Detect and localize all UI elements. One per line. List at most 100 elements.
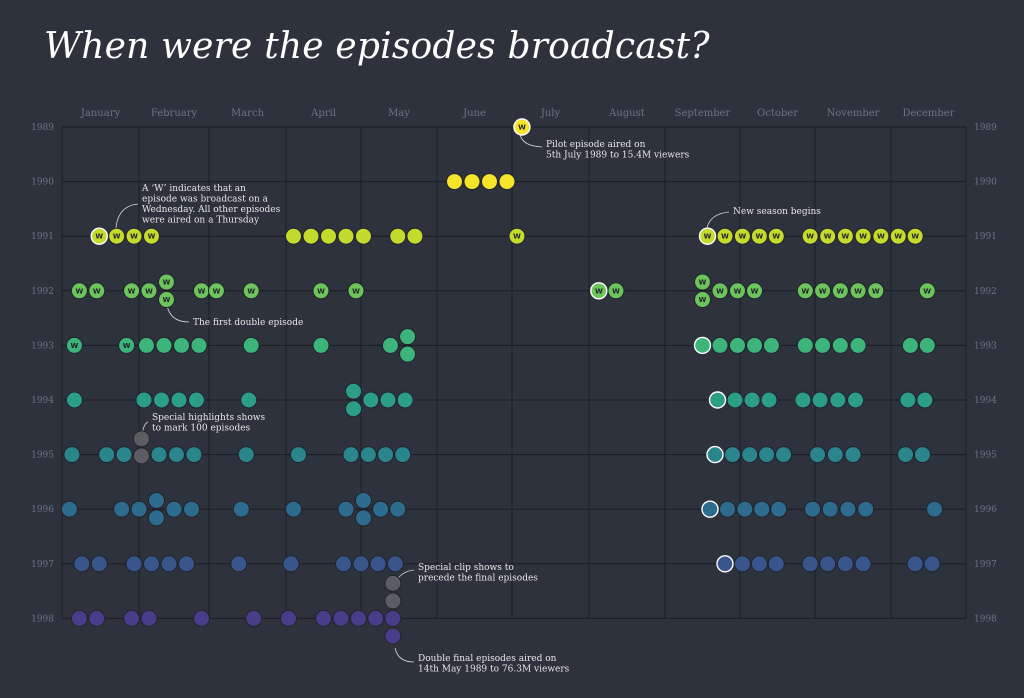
year-label-left: 1998 [31, 614, 54, 624]
episode-dot [814, 336, 832, 354]
episode-dot [367, 609, 385, 627]
wednesday-marker: W [872, 287, 880, 295]
annotation-line: Special clip shows to [418, 563, 514, 573]
episode-dot [115, 446, 133, 464]
episode-dot [513, 118, 531, 136]
episode-dot [290, 446, 307, 464]
episode-dot [906, 227, 924, 245]
episode-dot [750, 555, 768, 573]
annotation-texts: Pilot episode aired on 5th July 1989 to 1… [141, 140, 821, 675]
annotation-line: A ‘W’ indicates that an [141, 183, 246, 194]
episode-dot [342, 446, 360, 464]
double-episode-dot [694, 291, 711, 309]
wednesday-marker: W [595, 287, 603, 295]
episode-dot [899, 391, 917, 409]
annotation-line: were aired on a Thursday [142, 216, 260, 226]
axis-labels: January February March April May June July Augu… [31, 108, 997, 624]
episode-dot [906, 555, 924, 573]
episode-dot [724, 446, 741, 464]
wednesday-marker: W [699, 279, 707, 287]
wednesday-marker: W [699, 296, 707, 304]
annotation-pilot: Pilot episode aired on 5th July 1989 to 1… [546, 140, 690, 161]
episode-dot [826, 446, 844, 464]
wednesday-marker: W [755, 233, 763, 241]
final-episode-dot [384, 609, 402, 627]
episode-dot [130, 500, 148, 518]
episode-dot [60, 500, 78, 518]
episode-dot [770, 500, 788, 518]
double-episode-dot [345, 382, 362, 400]
wednesday-marker: W [854, 287, 862, 295]
episode-dot [849, 282, 867, 300]
episode-dot [607, 282, 625, 300]
episode-dot [741, 446, 759, 464]
year-label-left: 1991 [31, 232, 54, 242]
wednesday-marker: W [734, 287, 742, 295]
episode-dot [88, 282, 106, 300]
month-label: August [608, 108, 645, 119]
episode-dot [811, 391, 829, 409]
wednesday-marker: W [806, 233, 814, 241]
wednesday-marker: W [739, 233, 747, 241]
episode-dot [481, 173, 498, 191]
episode-dot [701, 500, 719, 518]
annotation-leader-double [166, 304, 190, 323]
year-label-right: 1990 [974, 178, 997, 188]
episode-dot [302, 227, 320, 245]
episode-dot [901, 336, 919, 354]
year-label-left: 1989 [31, 123, 54, 133]
episode-dot [320, 227, 337, 245]
episode-dot [814, 282, 832, 300]
wednesday-marker: W [716, 287, 724, 295]
episode-dot [315, 609, 332, 627]
episode-dot [285, 227, 302, 245]
annotation-final: Double final episodes aired on 14th May 1… [418, 654, 570, 675]
wednesday-marker: W [247, 287, 255, 295]
wednesday-marker: W [911, 233, 919, 241]
episode-dot [285, 500, 302, 518]
annotation-line: precede the final episodes [418, 574, 538, 584]
episode-dot [926, 500, 944, 518]
episode-dot [819, 555, 837, 573]
special-episode-dot [384, 592, 402, 610]
annotation-double: The first double episode [193, 318, 303, 328]
year-label-right: 1991 [974, 232, 997, 242]
episode-dot [753, 500, 771, 518]
episode-dot [889, 227, 907, 245]
episode-dot [463, 173, 481, 191]
wednesday-marker: W [923, 287, 931, 295]
episode-dot [232, 500, 250, 518]
month-label: October [757, 108, 798, 119]
episode-dot [746, 336, 764, 354]
episode-dot [706, 445, 724, 464]
month-label: December [902, 108, 954, 119]
episode-dot [719, 500, 736, 518]
year-label-right: 1995 [974, 451, 997, 461]
annotation-line: Double final episodes aired on [418, 654, 557, 664]
annotation-line: to mark 100 episodes [152, 424, 251, 434]
episode-dot [711, 336, 729, 354]
episode-dot [590, 282, 608, 300]
month-label: March [231, 108, 265, 119]
episode-dot [347, 282, 365, 300]
episode-dot [829, 391, 847, 409]
month-label: July [540, 108, 561, 119]
year-label-right: 1996 [974, 505, 997, 515]
episode-dot [352, 555, 370, 573]
episode-dot [377, 446, 395, 464]
episode-dot [733, 227, 751, 245]
episode-dot [733, 555, 751, 573]
double-episode-dot [158, 273, 175, 291]
annotation-new_season: New season begins [733, 207, 821, 217]
wednesday-marker: W [751, 287, 759, 295]
wednesday-marker: W [95, 233, 103, 241]
episode-dot [693, 336, 712, 355]
year-label-left: 1995 [31, 451, 54, 461]
episode-dot [847, 391, 865, 409]
wednesday-marker: W [163, 296, 171, 304]
episode-dot [362, 391, 380, 409]
year-label-right: 1994 [974, 396, 997, 406]
episode-dot [767, 555, 785, 573]
